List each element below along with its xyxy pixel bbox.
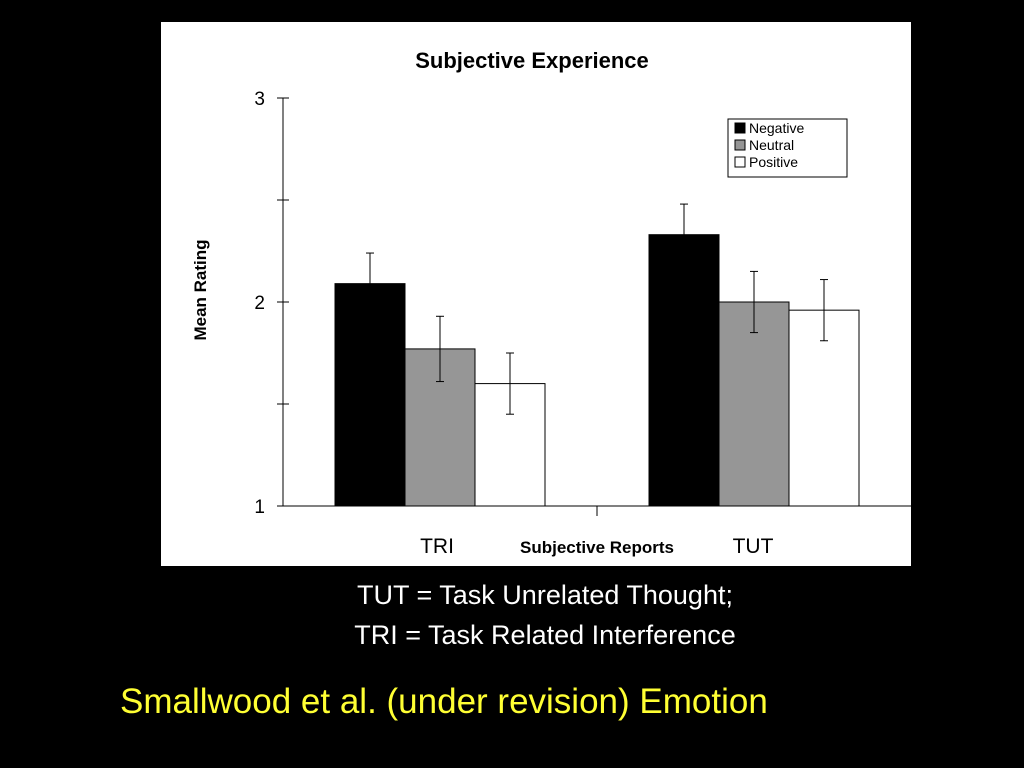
- legend-box: [727, 118, 848, 178]
- x-category-label-tri: TRI: [420, 535, 454, 558]
- caption-tut-definition: TUT = Task Unrelated Thought;: [357, 580, 733, 610]
- legend-swatch-positive: [734, 156, 746, 168]
- chart-title: Subjective Experience: [415, 48, 649, 73]
- bar-chart: Subjective Experience Mean Rating Subjec…: [191, 48, 911, 558]
- legend-label-positive: Positive: [749, 154, 798, 170]
- chart-panel: Subjective Experience Mean Rating Subjec…: [161, 22, 911, 566]
- citation: Smallwood et al. (under revision) Emotio…: [120, 682, 768, 721]
- legend-label-neutral: Neutral: [749, 137, 794, 153]
- caption-tri-definition: TRI = Task Related Interference: [354, 620, 736, 650]
- bars: [334, 203, 860, 507]
- bar-negative-tri: [334, 283, 406, 507]
- legend-swatch-neutral: [734, 139, 746, 151]
- bar-negative-tut: [648, 234, 720, 507]
- legend-swatch-negative: [734, 122, 746, 134]
- x-category-label-tut: TUT: [733, 535, 774, 558]
- bar-positive-tut: [788, 309, 860, 507]
- y-axis-label: Mean Rating: [191, 239, 210, 340]
- y-tick-label: 2: [254, 293, 265, 314]
- y-tick-label: 1: [254, 497, 265, 518]
- y-tick-label: 3: [254, 89, 265, 110]
- legend-label-negative: Negative: [749, 120, 804, 136]
- x-axis-label: Subjective Reports: [520, 538, 674, 557]
